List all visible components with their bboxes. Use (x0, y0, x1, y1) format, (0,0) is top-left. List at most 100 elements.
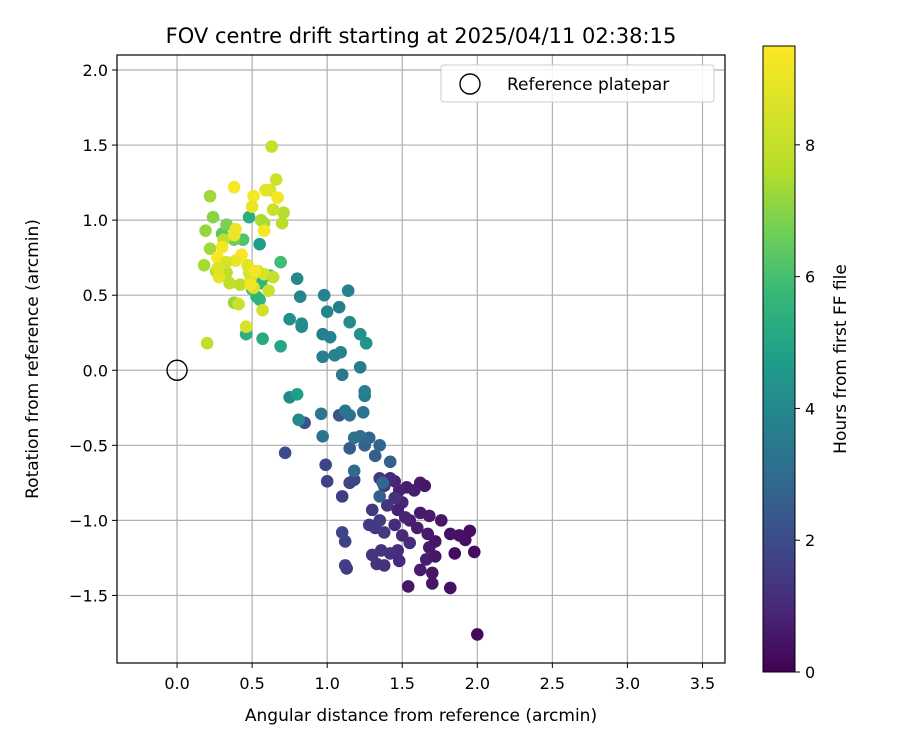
scatter-point (269, 173, 283, 186)
x-tick-label: 3.5 (690, 674, 715, 693)
scatter-point (470, 628, 484, 641)
scatter-point (368, 449, 382, 463)
legend: Reference platepar (440, 64, 715, 103)
axis-ticks: 0.0 0.5 1.0 1.5 2.0 2.5 3.0 3.5 −1.5 −1.0 −0.5 0.0 0… (69, 61, 715, 693)
scatter-point (290, 387, 304, 401)
x-axis-label: Angular distance from reference (arcmin) (245, 706, 597, 726)
scatter-point (257, 224, 271, 237)
scatter-point (467, 545, 481, 559)
scatter-point (292, 413, 305, 427)
scatter-point (256, 303, 269, 317)
x-tick-label: 0.5 (239, 674, 264, 693)
scatter-point (347, 473, 361, 487)
scatter-point (262, 284, 275, 297)
scatter-point (253, 237, 266, 251)
scatter-point (203, 189, 217, 203)
legend-label: Reference platepar (507, 75, 669, 95)
scatter-point (317, 288, 331, 302)
x-tick-label: 0.0 (164, 674, 189, 693)
scatter-point (418, 479, 432, 493)
scatter-point (295, 317, 308, 331)
scatter-point (274, 339, 287, 353)
y-tick-label: −1.5 (69, 586, 108, 605)
scatter-point (343, 408, 356, 422)
scatter-point (283, 312, 296, 326)
scatter-point (244, 278, 257, 291)
scatter-point (347, 464, 361, 478)
colorbar-ticks: 0 2 4 6 8 (795, 136, 815, 682)
scatter-point (259, 183, 272, 197)
scatter-point (425, 577, 439, 590)
y-tick-label: 1.0 (83, 211, 108, 230)
scatter-point (376, 476, 390, 490)
scatter-point (320, 305, 334, 319)
colorbar-tick-label: 6 (805, 268, 815, 287)
scatter-point (359, 336, 373, 350)
scatter-point (332, 300, 346, 314)
colorbar-gradient (762, 45, 796, 673)
scatter-point (247, 189, 260, 203)
scatter-point (428, 550, 442, 563)
scatter-point (316, 430, 329, 443)
scatter-point (290, 272, 304, 285)
scatter-point (463, 524, 477, 538)
x-tick-label: 3.0 (615, 674, 640, 693)
scatter-point (266, 270, 280, 284)
colorbar-tick-label: 4 (805, 399, 815, 418)
scatter-point (413, 563, 427, 577)
legend-marker (459, 73, 481, 95)
scatter-point (227, 228, 241, 242)
scatter-point (425, 566, 439, 580)
scatter-point (233, 278, 247, 291)
scatter-point (335, 490, 349, 503)
scatter-point (239, 320, 253, 334)
colorbar-tick-label: 0 (805, 663, 815, 682)
x-tick-label: 1.0 (314, 674, 339, 693)
scatter-point (362, 518, 376, 532)
scatter-point (334, 345, 347, 359)
colorbar-tick-label: 8 (805, 136, 815, 155)
scatter-point (271, 191, 284, 204)
scatter-point (278, 446, 292, 460)
scatter-point (443, 581, 457, 595)
colorbar-tick-label: 2 (805, 531, 815, 550)
scatter-point (215, 240, 229, 254)
scatter-point (383, 455, 397, 469)
scatter-point (335, 368, 349, 382)
scatter-point (227, 180, 241, 194)
scatter-point (223, 276, 236, 290)
scatter-point (356, 405, 370, 419)
scatter-point (211, 261, 224, 275)
scatter-point (316, 327, 329, 341)
y-tick-label: 0.0 (83, 361, 108, 380)
scatter-point (232, 297, 245, 311)
chart-title: FOV centre drift starting at 2025/04/11 … (166, 24, 677, 48)
scatter-point (199, 224, 212, 237)
scatter-point (314, 407, 328, 421)
data-points (197, 140, 484, 641)
scatter-point (403, 536, 417, 550)
scatter-point (343, 442, 356, 455)
x-tick-label: 2.0 (465, 674, 490, 693)
scatter-point (374, 544, 388, 557)
scatter-point (377, 526, 391, 539)
scatter-point (392, 554, 406, 568)
plot-frame (116, 54, 726, 664)
scatter-point (421, 527, 435, 541)
scatter-point (388, 518, 402, 532)
y-axis-label: Rotation from reference (arcmin) (23, 219, 43, 499)
scatter-point (353, 327, 367, 341)
scatter-point (275, 216, 289, 230)
scatter-point (338, 559, 352, 572)
scatter-point (203, 242, 217, 255)
scatter-point (320, 475, 334, 488)
y-tick-label: −1.0 (69, 511, 108, 530)
scatter-point (365, 503, 379, 517)
scatter-point (266, 203, 280, 216)
scatter-point (319, 458, 332, 472)
scatter-point (316, 350, 329, 364)
reference-platepar-marker (166, 359, 188, 381)
scatter-point (448, 547, 462, 560)
scatter-point (388, 491, 402, 505)
